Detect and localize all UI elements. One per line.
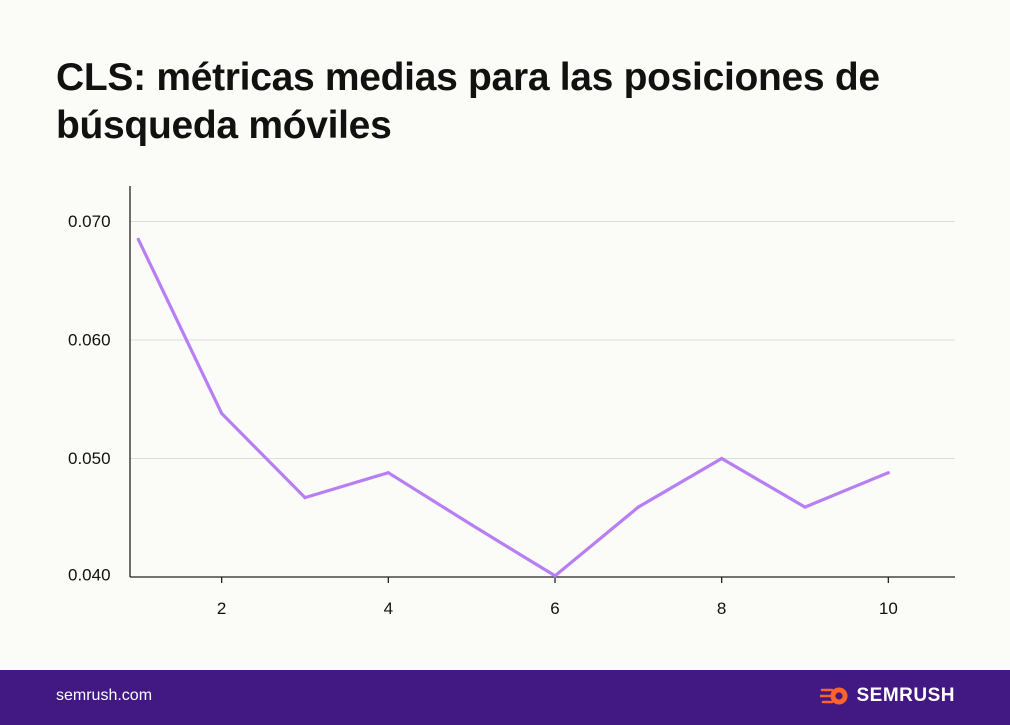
x-tick-label: 10 [879,599,898,618]
footer-site-link[interactable]: semrush.com [56,687,153,704]
x-tick-label: 4 [384,599,393,618]
y-tick-label: 0.040 [68,565,111,584]
semrush-flame-icon [820,687,848,705]
line-chart: 0.040 0.050 0.060 0.070 2 4 6 8 10 [68,186,955,618]
footer-bar: semrush.com SEMRUSH [0,670,1010,725]
y-tick-label: 0.060 [68,331,111,350]
data-point [720,456,724,461]
axes [129,186,955,578]
data-point [636,505,640,509]
series-line [136,238,889,578]
x-tick-label: 2 [217,599,226,618]
series [136,237,890,578]
data-point [886,471,890,475]
y-tick-labels: 0.040 0.050 0.060 0.070 [68,212,111,584]
brand-logo: SEMRUSH [820,685,955,707]
x-tick-label: 8 [717,599,726,618]
y-tick-label: 0.070 [68,212,111,231]
data-point [553,574,557,578]
data-point [136,237,140,241]
brand-name: SEMRUSH [856,685,955,706]
y-tick-label: 0.050 [68,449,111,468]
data-point [303,496,307,500]
chart-title: CLS: métricas medias para las posiciones… [56,56,880,147]
data-point [386,471,390,475]
data-point [220,411,224,416]
x-tick-label: 6 [550,599,559,618]
gridlines [130,221,955,460]
data-point [470,523,474,527]
data-point [803,505,807,509]
x-tick-labels: 2 4 6 8 10 [217,577,898,618]
